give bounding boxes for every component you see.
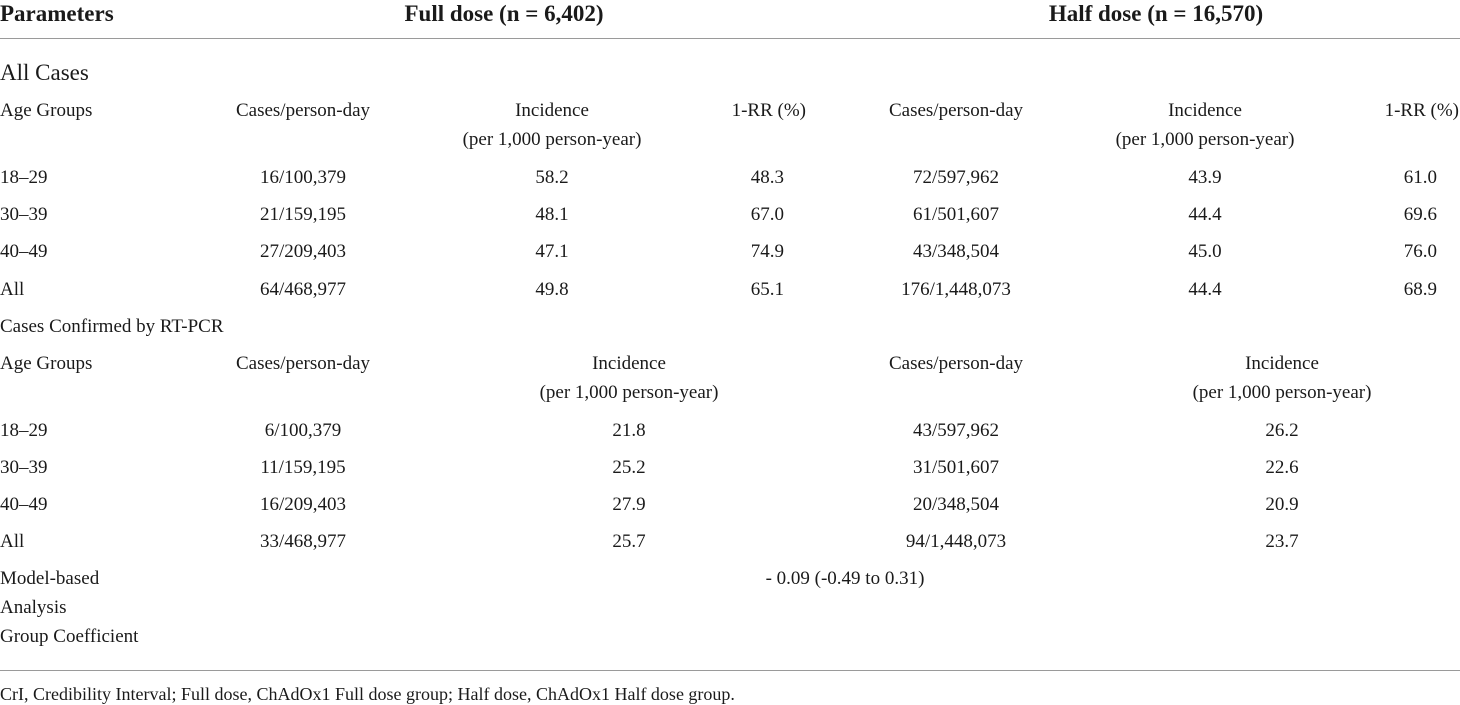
age-cell: 40–49	[0, 241, 48, 262]
col-rr-full: 1-RR (%)	[731, 100, 806, 121]
incidence-full-cell: 49.8	[535, 279, 569, 300]
cases-full-cell: 16/209,403	[259, 494, 347, 515]
rr-full-cell: 74.9	[750, 241, 784, 262]
cases-full-cell: 21/159,195	[259, 204, 347, 225]
header-parameters: Parameters	[0, 1, 114, 26]
age-cell: All	[0, 531, 25, 552]
section-title-all-cases: All Cases	[0, 60, 89, 85]
incidence-half-cell: 43.9	[1188, 167, 1222, 188]
col-cases-half: Cases/person-day	[888, 353, 1024, 374]
age-cell: All	[0, 279, 25, 300]
col-cases-full: Cases/person-day	[235, 353, 371, 374]
header-half-dose: Half dose (n = 16,570)	[1048, 1, 1264, 26]
col-incidence-full: Incidence	[515, 100, 589, 121]
incidence-full-cell: 21.8	[612, 420, 646, 441]
cases-half-cell: 43/348,504	[912, 241, 1000, 262]
col-incidence-half: Incidence	[1168, 100, 1242, 121]
incidence-full-cell: 25.7	[612, 531, 646, 552]
incidence-half-cell: 23.7	[1265, 531, 1299, 552]
incidence-full-cell: 47.1	[535, 241, 569, 262]
model-label-line-3: Group Coefficient	[0, 626, 139, 647]
footnote: CrI, Credibility Interval; Full dose, Ch…	[0, 684, 735, 704]
model-label-line-1: Model-based	[0, 568, 100, 589]
incidence-half-cell: 22.6	[1265, 457, 1299, 478]
rr-full-cell: 67.0	[750, 204, 784, 225]
col-incidence-full-unit: (per 1,000 person-year)	[462, 129, 642, 150]
incidence-half-cell: 44.4	[1188, 279, 1222, 300]
incidence-full-cell: 48.1	[535, 204, 569, 225]
incidence-half-cell: 44.4	[1188, 204, 1222, 225]
rr-full-cell: 65.1	[750, 279, 784, 300]
cases-full-cell: 33/468,977	[259, 531, 347, 552]
age-cell: 18–29	[0, 420, 48, 441]
age-cell: 40–49	[0, 494, 48, 515]
incidence-full-cell: 27.9	[612, 494, 646, 515]
cases-half-cell: 72/597,962	[912, 167, 1000, 188]
col-incidence-half: Incidence	[1245, 353, 1319, 374]
incidence-half-cell: 20.9	[1265, 494, 1299, 515]
col-age-groups: Age Groups	[0, 353, 93, 374]
cases-full-cell: 6/100,379	[264, 420, 342, 441]
cases-half-cell: 43/597,962	[912, 420, 1000, 441]
model-coefficient-value: - 0.09 (-0.49 to 0.31)	[765, 568, 925, 589]
col-incidence-full-unit: (per 1,000 person-year)	[539, 382, 719, 403]
cases-half-cell: 61/501,607	[912, 204, 1000, 225]
cases-half-cell: 31/501,607	[912, 457, 1000, 478]
section-title-rt-pcr: Cases Confirmed by RT-PCR	[0, 316, 224, 337]
cases-full-cell: 64/468,977	[259, 279, 347, 300]
cases-half-cell: 20/348,504	[912, 494, 1000, 515]
col-rr-half: 1-RR (%)	[1384, 100, 1459, 121]
model-label-line-2: Analysis	[0, 597, 67, 618]
cases-full-cell: 16/100,379	[259, 167, 347, 188]
rr-half-cell: 69.6	[1403, 204, 1437, 225]
age-cell: 30–39	[0, 204, 48, 225]
rr-half-cell: 68.9	[1403, 279, 1437, 300]
header-full-dose: Full dose (n = 6,402)	[404, 1, 604, 26]
col-cases-full: Cases/person-day	[235, 100, 371, 121]
col-incidence-half-unit: (per 1,000 person-year)	[1192, 382, 1372, 403]
age-cell: 30–39	[0, 457, 48, 478]
rr-full-cell: 48.3	[750, 167, 784, 188]
col-incidence-half-unit: (per 1,000 person-year)	[1115, 129, 1295, 150]
incidence-half-cell: 26.2	[1265, 420, 1299, 441]
cases-full-cell: 11/159,195	[260, 457, 346, 478]
incidence-full-cell: 25.2	[612, 457, 646, 478]
rr-half-cell: 61.0	[1403, 167, 1437, 188]
rr-half-cell: 76.0	[1403, 241, 1437, 262]
incidence-half-cell: 45.0	[1188, 241, 1222, 262]
incidence-full-cell: 58.2	[535, 167, 569, 188]
col-incidence-full: Incidence	[592, 353, 666, 374]
age-cell: 18–29	[0, 167, 48, 188]
footer-rule	[0, 670, 1460, 671]
cases-half-cell: 94/1,448,073	[905, 531, 1007, 552]
col-cases-half: Cases/person-day	[888, 100, 1024, 121]
cases-full-cell: 27/209,403	[259, 241, 347, 262]
col-age-groups: Age Groups	[0, 100, 93, 121]
header-rule	[0, 38, 1460, 39]
cases-half-cell: 176/1,448,073	[901, 279, 1011, 300]
